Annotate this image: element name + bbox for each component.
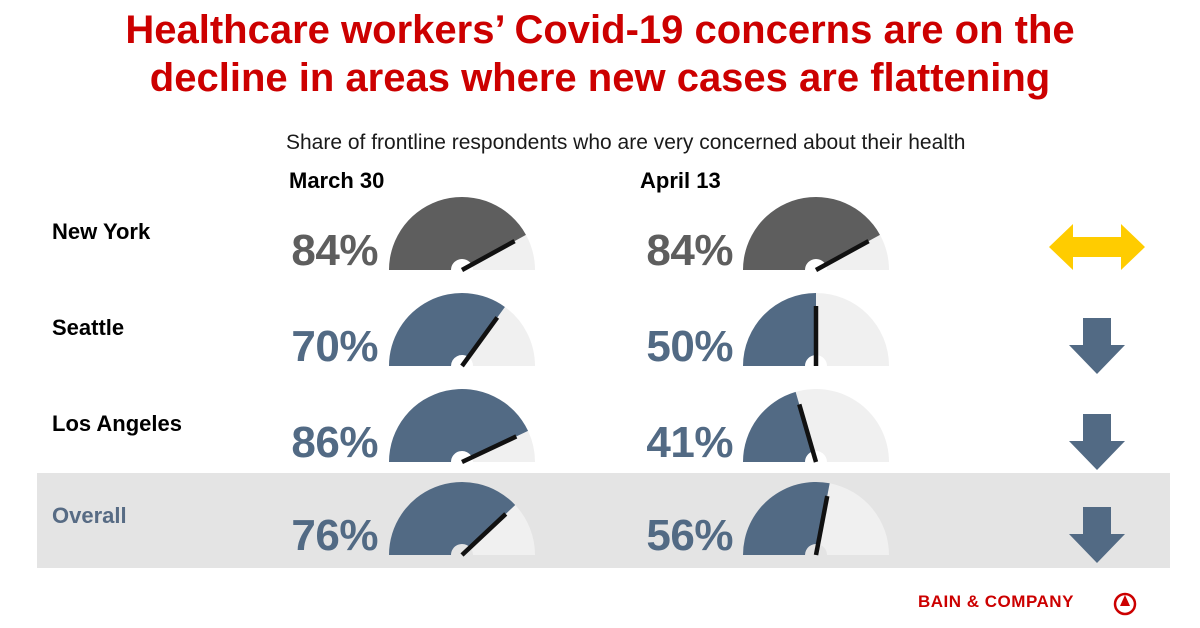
gauge-needle bbox=[814, 239, 870, 272]
overall-row-band bbox=[37, 473, 1170, 568]
gauge-track bbox=[818, 483, 889, 555]
double-arrow-icon bbox=[1049, 224, 1145, 270]
value-label-los-angeles-april-13: 41% bbox=[646, 418, 733, 467]
gauge-needle bbox=[461, 434, 518, 465]
gauge-overall-march-30 bbox=[389, 482, 535, 557]
gauge-fill bbox=[743, 391, 813, 462]
gauge-needle bbox=[797, 403, 819, 463]
down-arrow-icon bbox=[1069, 318, 1125, 374]
gauge-fill bbox=[743, 482, 830, 555]
gauge-track bbox=[825, 234, 889, 270]
chart-title: Healthcare workers’ Covid-19 concerns ar… bbox=[0, 6, 1200, 102]
gauge-los-angeles-march-30 bbox=[389, 389, 535, 465]
row-label-seattle: Seattle bbox=[52, 315, 125, 340]
value-label-overall-march-30: 76% bbox=[291, 511, 378, 560]
chart-subtitle: Share of frontline respondents who are v… bbox=[286, 131, 966, 154]
gauge-track bbox=[471, 430, 535, 462]
gauge-new-york-march-30 bbox=[389, 197, 535, 272]
gauge-track bbox=[816, 293, 889, 366]
gauge-track bbox=[795, 389, 889, 462]
row-label-new-york: New York bbox=[52, 219, 151, 244]
down-arrow-icon bbox=[1069, 507, 1125, 563]
gauge-track bbox=[470, 505, 535, 555]
gauge-new-york-april-13 bbox=[743, 197, 889, 272]
down-arrow-icon bbox=[1069, 414, 1125, 470]
bain-logo-icon bbox=[1113, 592, 1137, 616]
row-label-overall: Overall bbox=[52, 503, 127, 528]
column-header-april-13: April 13 bbox=[640, 168, 721, 193]
value-label-new-york-march-30: 84% bbox=[291, 226, 378, 275]
gauge-los-angeles-april-13 bbox=[743, 389, 889, 463]
gauge-track bbox=[468, 306, 535, 366]
value-label-new-york-april-13: 84% bbox=[646, 226, 733, 275]
row-label-los-angeles: Los Angeles bbox=[52, 411, 182, 436]
gauge-fill bbox=[389, 293, 505, 366]
value-label-overall-april-13: 56% bbox=[646, 511, 733, 560]
gauge-seattle-march-30 bbox=[389, 293, 535, 368]
value-label-los-angeles-march-30: 86% bbox=[291, 418, 378, 467]
gauge-fill bbox=[389, 482, 516, 555]
gauge-track bbox=[471, 234, 535, 270]
gauge-needle bbox=[460, 239, 516, 272]
gauge-needle bbox=[460, 512, 508, 557]
value-label-seattle-march-30: 70% bbox=[291, 322, 378, 371]
brand-name: BAIN & COMPANY bbox=[918, 592, 1074, 611]
gauge-needle bbox=[813, 495, 830, 556]
gauge-fill bbox=[743, 293, 816, 366]
gauge-overall-april-13 bbox=[743, 482, 889, 556]
gauge-needle bbox=[460, 316, 500, 368]
gauge-fill bbox=[389, 389, 529, 462]
gauge-seattle-april-13 bbox=[743, 293, 889, 366]
value-label-seattle-april-13: 50% bbox=[646, 322, 733, 371]
title-line-1: Healthcare workers’ Covid-19 concerns ar… bbox=[125, 8, 1075, 52]
column-header-march-30: March 30 bbox=[289, 168, 385, 193]
title-line-2: decline in areas where new cases are fla… bbox=[149, 56, 1051, 100]
